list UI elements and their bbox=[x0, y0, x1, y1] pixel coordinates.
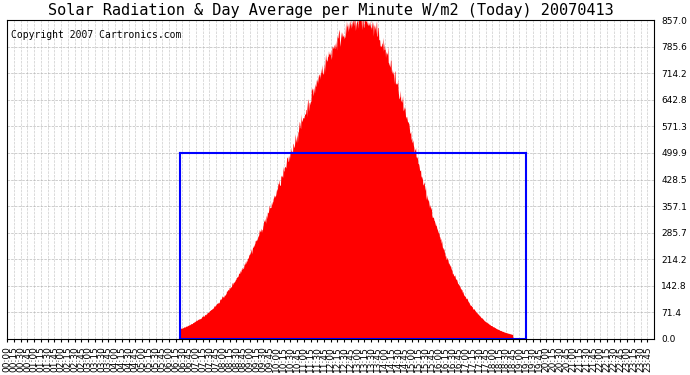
Title: Solar Radiation & Day Average per Minute W/m2 (Today) 20070413: Solar Radiation & Day Average per Minute… bbox=[48, 3, 613, 18]
Text: Copyright 2007 Cartronics.com: Copyright 2007 Cartronics.com bbox=[10, 30, 181, 40]
